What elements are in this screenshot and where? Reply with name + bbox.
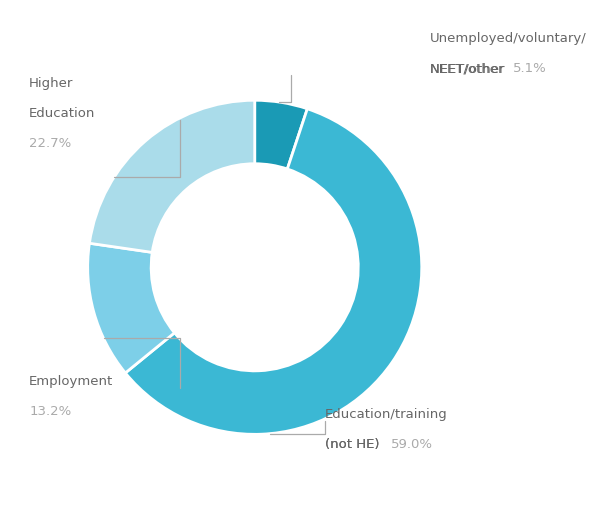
Text: Higher: Higher: [29, 77, 73, 90]
Wedge shape: [254, 100, 308, 169]
Text: NEET/other: NEET/other: [430, 62, 505, 75]
Text: 22.7%: 22.7%: [29, 138, 72, 150]
Wedge shape: [88, 243, 175, 373]
Text: (not HE): (not HE): [325, 438, 380, 451]
Text: 5.1%: 5.1%: [513, 62, 547, 75]
Text: 13.2%: 13.2%: [29, 405, 72, 418]
Text: NEET/other: NEET/other: [430, 62, 509, 75]
Text: Education: Education: [29, 108, 95, 120]
Text: 59.0%: 59.0%: [391, 438, 433, 451]
Text: (not HE): (not HE): [325, 438, 384, 451]
Wedge shape: [89, 100, 254, 252]
Wedge shape: [125, 109, 422, 434]
Text: Unemployed/voluntary/: Unemployed/voluntary/: [430, 32, 587, 45]
Text: Employment: Employment: [29, 374, 113, 388]
Text: Education/training: Education/training: [325, 408, 448, 421]
